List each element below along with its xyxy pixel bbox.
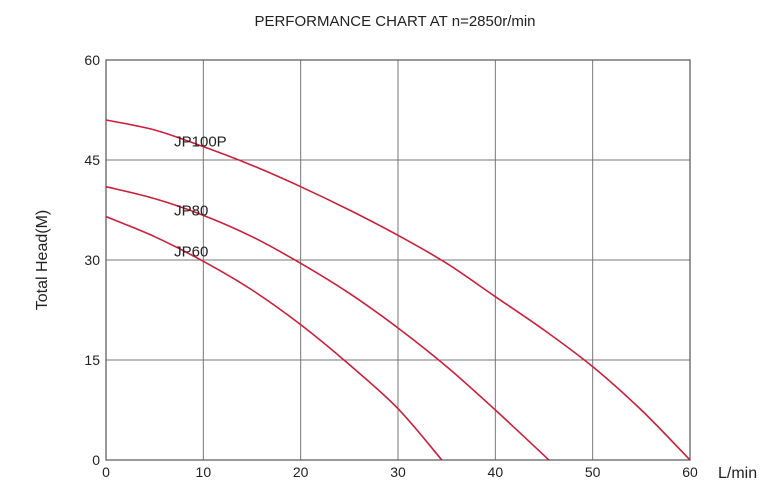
x-tick-label: 20 — [293, 464, 309, 480]
series-label-jp100p: JP100P — [174, 134, 227, 151]
series-line-jp80 — [105, 185, 550, 461]
x-axis-label: L/min — [718, 465, 757, 482]
x-tick-label: 0 — [102, 464, 110, 480]
series-label-jp60: JP60 — [174, 244, 208, 261]
tick-labels: 0 10 20 30 40 50 60 0 15 30 45 60 — [84, 52, 698, 480]
y-axis-label: Total Head(M) — [34, 210, 51, 310]
x-tick-label: 50 — [585, 464, 601, 480]
series-label-jp80: JP80 — [174, 202, 208, 219]
curves — [105, 119, 691, 461]
series-line-jp100p — [105, 119, 691, 461]
x-tick-label: 60 — [682, 464, 698, 480]
x-tick-label: 10 — [196, 464, 212, 480]
y-tick-label: 30 — [84, 252, 100, 268]
x-tick-label: 30 — [390, 464, 406, 480]
y-tick-label: 0 — [92, 452, 100, 468]
plot-frame — [105, 59, 691, 461]
x-tick-label: 40 — [488, 464, 504, 480]
y-tick-label: 45 — [84, 152, 100, 168]
chart-title: PERFORMANCE CHART AT n=2850r/min — [254, 13, 535, 30]
series-labels: JP100P JP80 JP60 — [174, 134, 227, 261]
series-line-jp60 — [105, 215, 443, 461]
y-tick-label: 15 — [84, 352, 100, 368]
y-tick-label: 60 — [84, 52, 100, 68]
